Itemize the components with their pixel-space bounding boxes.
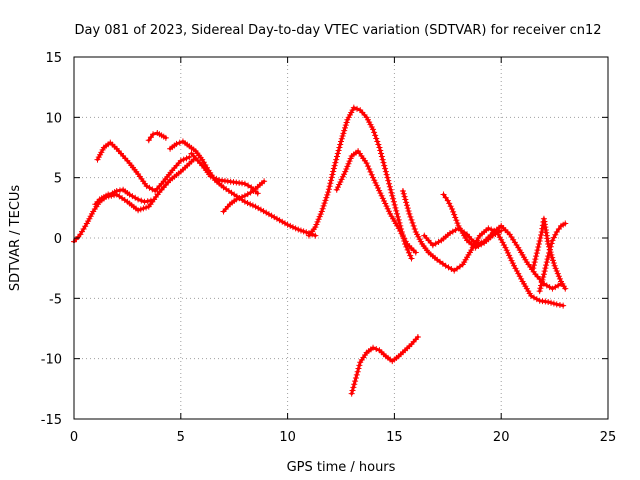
y-tick-label: -5 <box>49 292 62 307</box>
x-tick-label: 20 <box>493 430 510 445</box>
x-axis-label: GPS time / hours <box>287 460 396 475</box>
y-tick-label: -10 <box>41 353 62 368</box>
series-track-12 <box>440 191 505 251</box>
y-tick-labels: -15 -10 -5 0 5 10 15 <box>41 51 62 428</box>
data-points <box>71 104 569 397</box>
y-tick-label: 5 <box>54 172 62 187</box>
series-track-6 <box>188 150 261 197</box>
y-axis-label: SDTVAR / TECUs <box>8 185 23 292</box>
series-markers <box>530 215 569 292</box>
series-markers <box>440 191 505 251</box>
series-markers <box>220 178 268 215</box>
series-markers <box>188 150 261 197</box>
series-track-1 <box>71 156 197 245</box>
series-track-3 <box>94 139 193 194</box>
series-markers <box>94 139 193 194</box>
x-tick-labels: 0 5 10 15 20 25 <box>70 430 616 445</box>
series-track-10 <box>399 187 567 309</box>
x-tick-label: 5 <box>177 430 185 445</box>
x-tick-label: 15 <box>386 430 403 445</box>
y-tick-label: 15 <box>45 51 62 66</box>
x-tick-label: 25 <box>600 430 617 445</box>
series-track-14 <box>530 215 569 292</box>
chart-title: Day 081 of 2023, Sidereal Day-to-day VTE… <box>74 23 601 38</box>
x-tick-label: 10 <box>279 430 296 445</box>
x-tick-label: 0 <box>70 430 78 445</box>
series-track-4 <box>145 130 169 144</box>
series-track-5 <box>167 138 319 239</box>
series-track-7 <box>220 178 268 215</box>
y-tick-label: -15 <box>41 413 62 428</box>
series-track-8 <box>305 104 415 262</box>
series-track-2 <box>92 186 154 208</box>
y-tick-label: 0 <box>54 232 62 247</box>
series-track-15 <box>348 333 421 397</box>
series-track-13 <box>536 220 569 295</box>
series-markers <box>92 186 154 208</box>
axis-ticks <box>73 56 609 420</box>
series-markers <box>167 138 319 239</box>
series-markers <box>333 148 419 256</box>
series-markers <box>145 130 169 144</box>
series-markers <box>305 104 415 262</box>
series-track-9 <box>333 148 419 256</box>
series-markers <box>348 333 421 397</box>
series-markers <box>536 220 569 295</box>
y-tick-label: 10 <box>45 111 62 126</box>
series-markers <box>399 187 567 309</box>
